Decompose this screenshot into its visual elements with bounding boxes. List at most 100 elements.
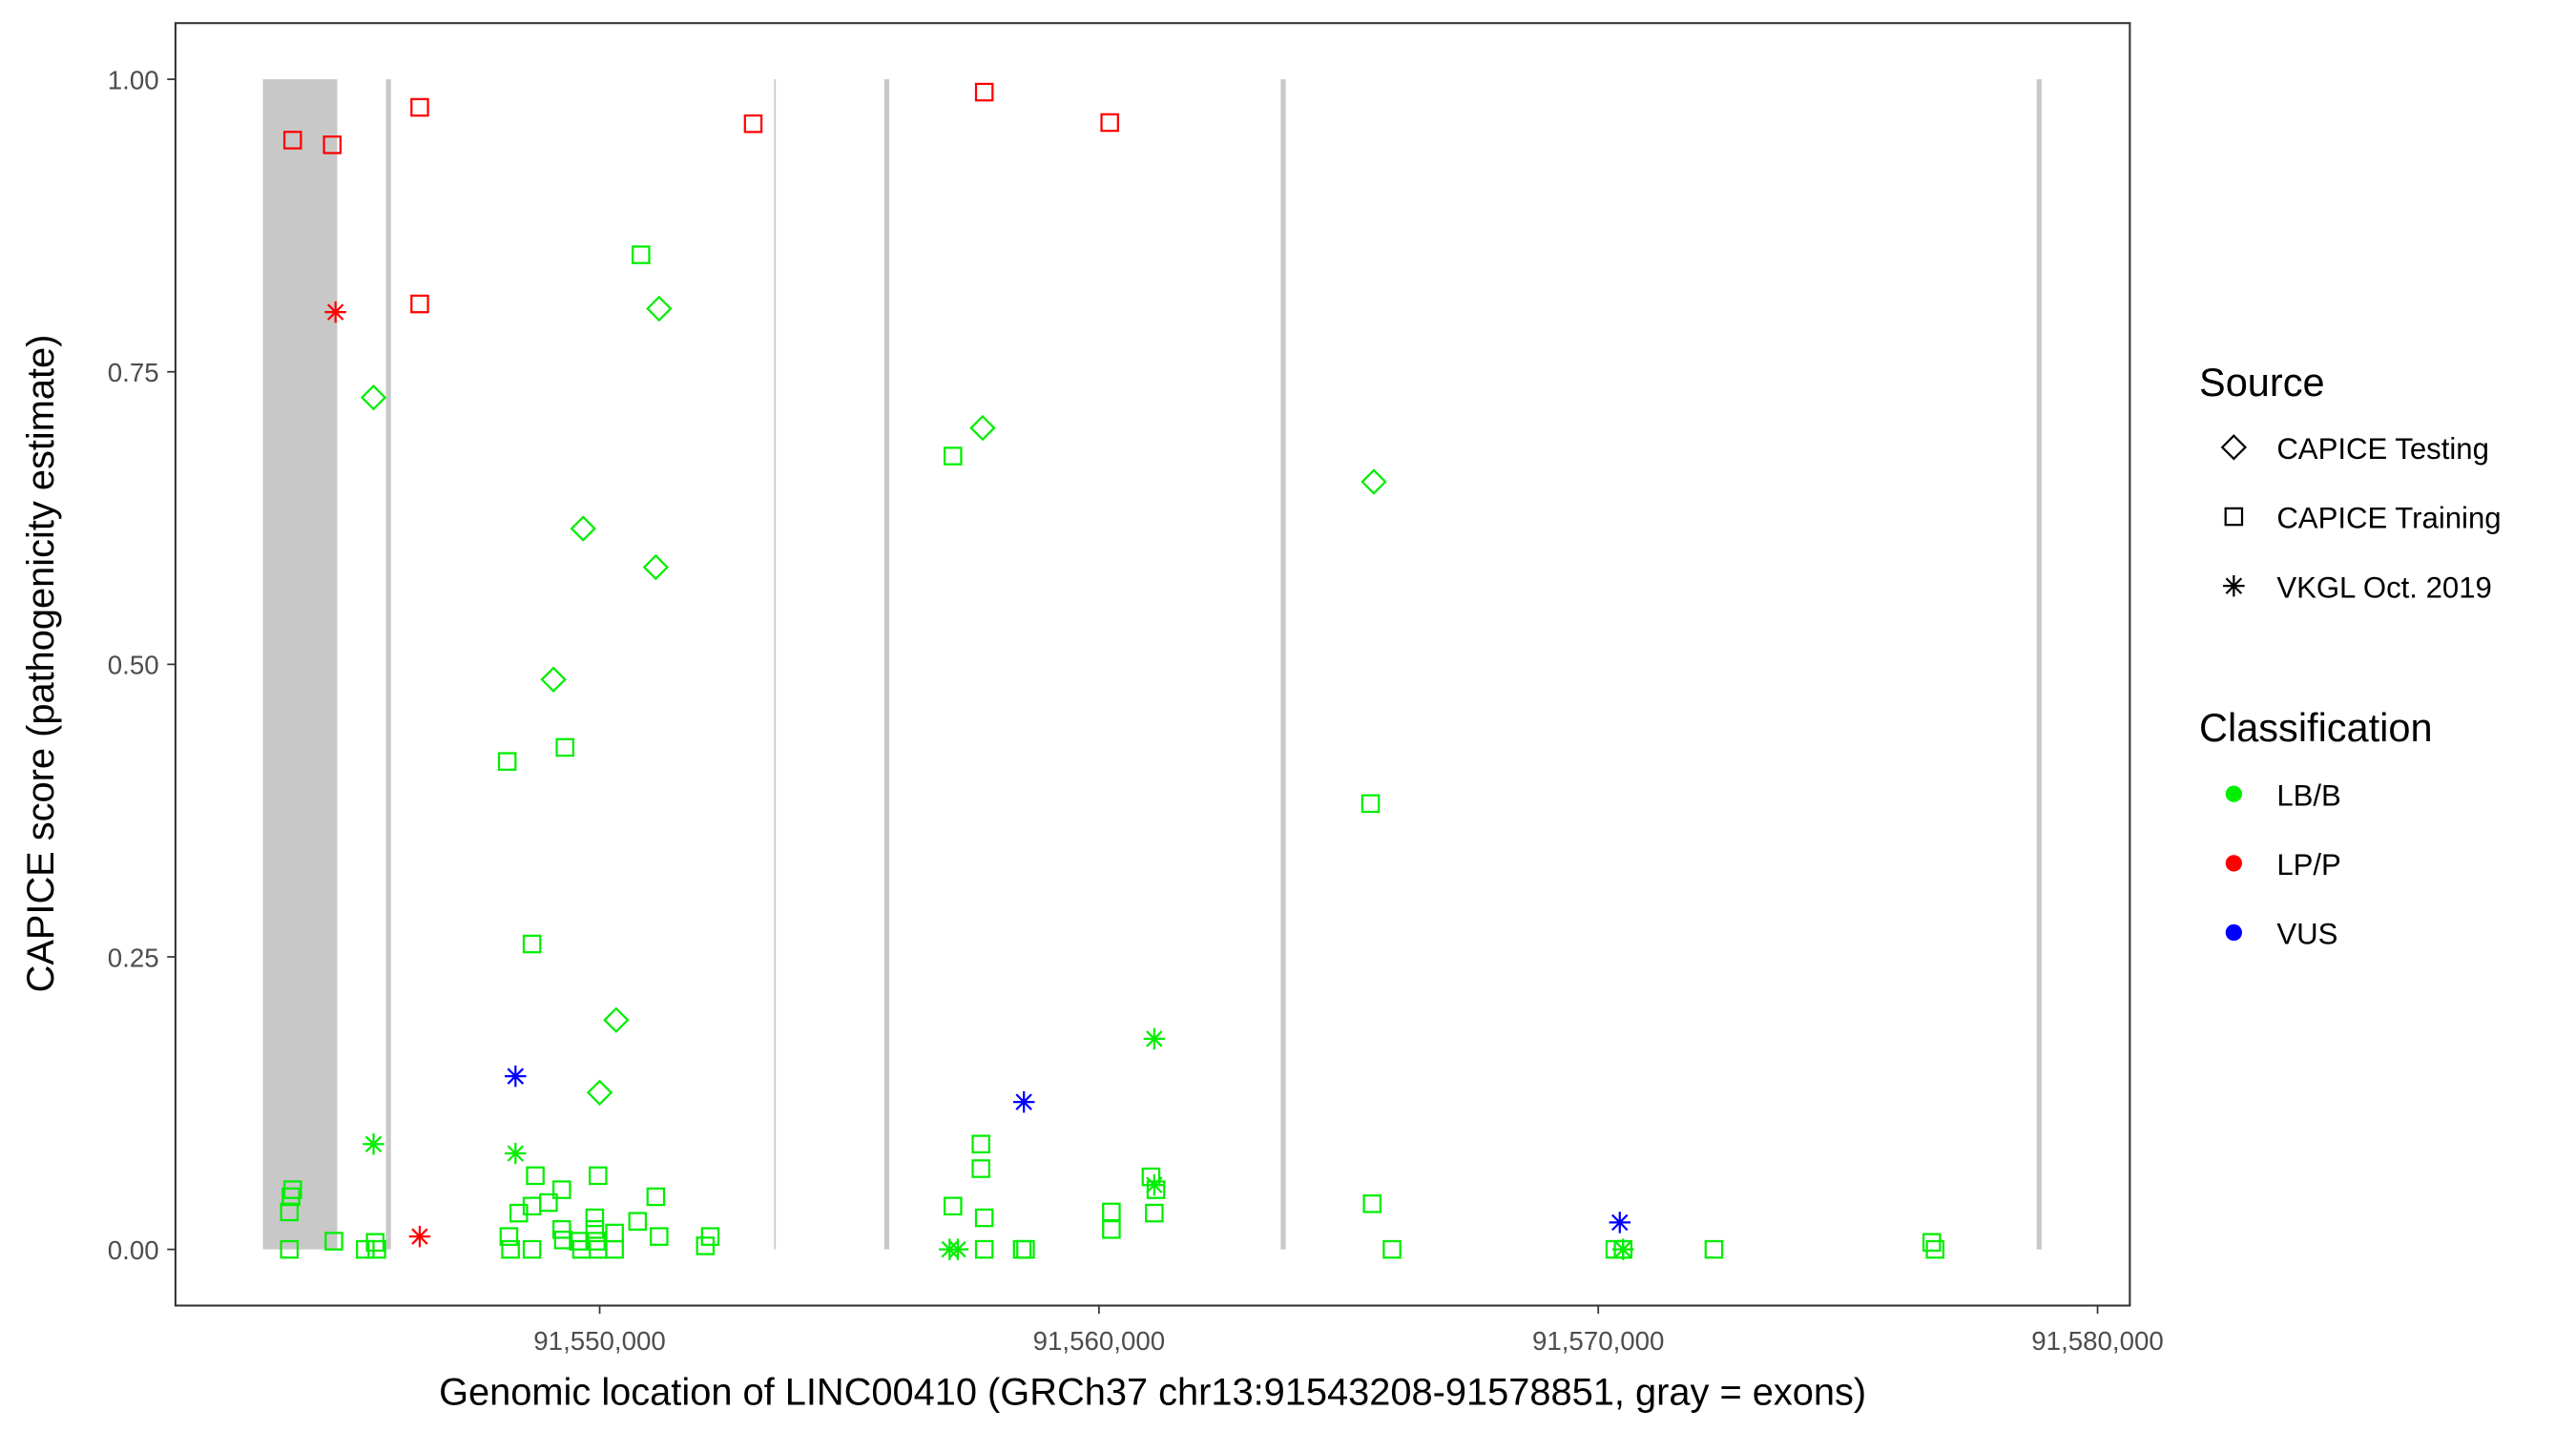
diamond-marker xyxy=(2220,434,2248,461)
data-point xyxy=(282,1180,302,1199)
square-marker xyxy=(1016,1239,1035,1259)
data-point xyxy=(365,1233,385,1253)
data-point xyxy=(585,1208,605,1228)
exon-bands xyxy=(262,79,2042,1250)
square-marker xyxy=(555,737,574,757)
data-point xyxy=(324,301,346,323)
data-point xyxy=(1613,1239,1632,1259)
y-tick-label: 0.50 xyxy=(108,651,159,680)
diamond-marker xyxy=(603,1006,630,1033)
diamond-marker xyxy=(586,1079,613,1106)
data-point xyxy=(585,1220,605,1239)
data-point xyxy=(1102,1220,1121,1239)
diamond-marker xyxy=(570,515,596,542)
data-point xyxy=(324,1232,343,1251)
data-point xyxy=(628,1212,648,1231)
square-marker xyxy=(280,1239,300,1259)
data-point xyxy=(570,515,596,542)
diamond-marker xyxy=(642,553,670,581)
y-axis: 0.00 0.25 0.50 0.75 1.00 xyxy=(108,65,176,1265)
data-point xyxy=(1145,1203,1164,1223)
square-marker xyxy=(585,1208,605,1228)
square-marker xyxy=(974,1239,994,1259)
data-point xyxy=(526,1166,545,1186)
diamond-marker xyxy=(540,666,567,694)
data-point xyxy=(1143,1027,1166,1050)
square-marker xyxy=(2224,507,2244,527)
square-marker xyxy=(1613,1239,1632,1259)
data-point xyxy=(499,1227,519,1246)
asterisk-marker xyxy=(946,1238,969,1260)
square-marker xyxy=(1141,1167,1161,1187)
diamond-marker xyxy=(1361,468,1387,495)
data-point xyxy=(501,1239,520,1259)
legend-key-asterisk xyxy=(2223,574,2245,597)
square-marker xyxy=(650,1227,669,1246)
plot-panel-border xyxy=(174,22,2131,1307)
legend-label: LP/P xyxy=(2276,848,2340,881)
data-point xyxy=(551,1220,571,1239)
legend-label: VKGL Oct. 2019 xyxy=(2276,570,2492,604)
legend-label: VUS xyxy=(2276,918,2337,951)
data-point xyxy=(944,446,963,466)
legend-key-dot xyxy=(2225,923,2242,942)
square-marker xyxy=(1146,1180,1166,1199)
data-point xyxy=(1361,468,1387,495)
square-marker xyxy=(551,1220,571,1239)
data-point xyxy=(646,295,673,322)
data-point xyxy=(1146,1180,1166,1199)
square-marker xyxy=(367,1239,386,1259)
data-point xyxy=(603,1006,630,1033)
data-point xyxy=(360,384,387,411)
data-point xyxy=(605,1239,624,1259)
data-point xyxy=(646,1187,666,1207)
square-marker xyxy=(944,446,963,466)
data-point xyxy=(1609,1212,1631,1234)
square-marker xyxy=(1362,1194,1382,1213)
exon-band xyxy=(1280,79,1286,1250)
x-tick-label: 91,580,000 xyxy=(2031,1326,2164,1356)
y-axis-title: CAPICE score (pathogenicity estimate) xyxy=(20,335,62,993)
legend-key-dot xyxy=(2225,855,2242,872)
y-tick-label: 0.25 xyxy=(108,943,159,972)
data-point xyxy=(1141,1167,1161,1187)
asterisk-marker xyxy=(2223,574,2245,597)
legend-label: CAPICE Training xyxy=(2276,502,2501,535)
data-point xyxy=(1102,1202,1121,1222)
square-marker xyxy=(324,1232,343,1251)
data-point xyxy=(974,82,994,102)
square-marker xyxy=(1925,1239,1945,1259)
square-marker xyxy=(410,97,429,117)
square-marker xyxy=(280,1202,300,1222)
square-marker xyxy=(944,1196,963,1216)
data-point xyxy=(632,245,651,264)
data-point xyxy=(1925,1239,1945,1259)
exon-band xyxy=(385,79,391,1250)
legend: Source Classification CAPICE Testing CAPI… xyxy=(2199,360,2502,950)
asterisk-marker xyxy=(1012,1090,1035,1113)
square-marker xyxy=(700,1227,720,1246)
square-marker xyxy=(282,131,302,150)
data-point xyxy=(281,1187,301,1207)
square-marker xyxy=(282,1180,302,1199)
legend-label: CAPICE Testing xyxy=(2276,432,2489,466)
x-axis: 91,550,000 91,560,000 91,570,000 91,580,000 xyxy=(533,1305,2164,1356)
square-marker xyxy=(1145,1203,1164,1223)
asterisk-marker xyxy=(1609,1212,1631,1234)
exon-band xyxy=(262,79,338,1250)
data-point xyxy=(505,1142,527,1165)
square-marker xyxy=(1922,1233,1942,1253)
data-point xyxy=(696,1236,716,1255)
square-marker xyxy=(628,1212,648,1231)
legend-key-diamond xyxy=(2220,434,2248,461)
data-point xyxy=(650,1227,669,1246)
data-point xyxy=(282,131,302,150)
data-point xyxy=(356,1239,375,1259)
x-tick-label: 91,570,000 xyxy=(1532,1326,1665,1356)
square-marker xyxy=(974,1208,994,1228)
data-point xyxy=(1362,1194,1382,1213)
data-point xyxy=(1016,1239,1035,1259)
square-marker xyxy=(585,1220,605,1239)
asterisk-marker xyxy=(505,1065,527,1088)
legend-title-source: Source xyxy=(2199,360,2325,404)
